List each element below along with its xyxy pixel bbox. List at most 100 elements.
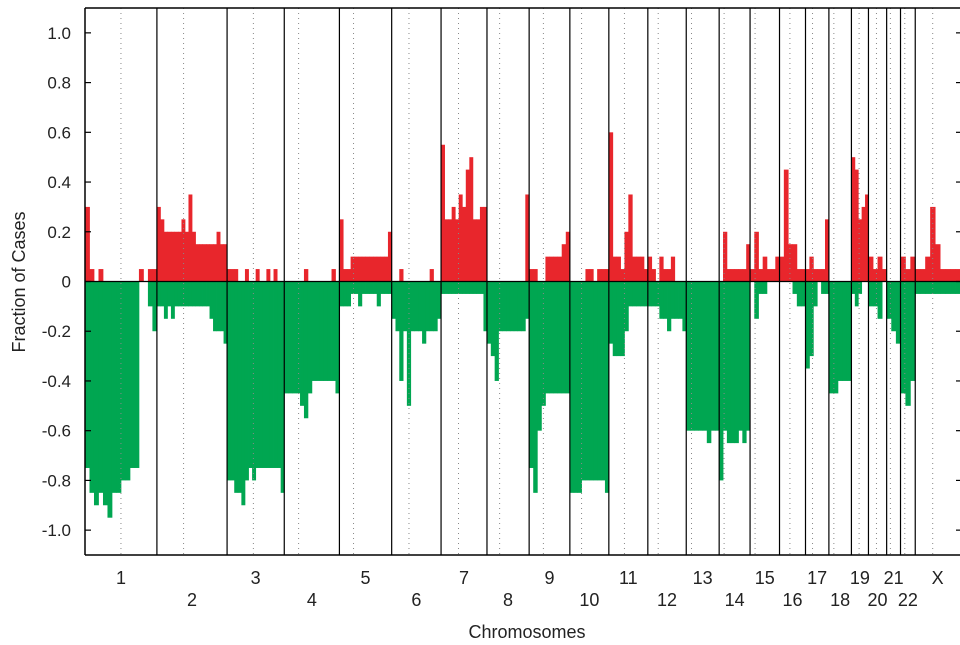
chr-label-20: 20 <box>868 590 888 610</box>
gain-bar-chrX-0 <box>915 269 921 282</box>
gain-bar-chr2-8 <box>184 231 189 282</box>
loss-bar-chr9-7 <box>557 281 563 394</box>
loss-bar-chr21-0 <box>886 281 892 319</box>
loss-bar-chr9-4 <box>545 281 550 394</box>
loss-bar-chr1-10 <box>129 281 135 468</box>
gain-bar-chr9-6 <box>553 256 559 282</box>
gain-bar-chr16-5 <box>801 269 806 282</box>
loss-bar-chr5-9 <box>373 281 378 294</box>
gain-bar-chr3-0 <box>227 269 232 282</box>
chr-label-17: 17 <box>807 568 827 588</box>
loss-bar-chr13-3 <box>698 281 704 431</box>
loss-bar-chr17-5 <box>825 281 830 294</box>
loss-bar-chr3-15 <box>280 281 285 493</box>
loss-bar-chr5-2 <box>346 281 352 307</box>
gain-bar-chr1-12 <box>138 269 144 282</box>
gain-bar-chr16-0 <box>779 256 785 282</box>
loss-bar-chr17-4 <box>821 281 826 294</box>
gain-bar-chr19-4 <box>865 194 869 282</box>
loss-bar-chr20-2 <box>877 281 883 319</box>
loss-bar-chr3-14 <box>277 281 282 468</box>
loss-bar-chr5-12 <box>384 281 389 294</box>
loss-bar-chr4-9 <box>319 281 325 381</box>
gain-bar-chr17-5 <box>825 219 830 282</box>
loss-bar-chr12-4 <box>663 281 668 319</box>
loss-bar-chr4-4 <box>300 281 305 406</box>
loss-bar-chr20-1 <box>873 281 878 307</box>
loss-bar-chr11-1 <box>612 281 618 357</box>
gain-bar-chr7-4 <box>455 219 460 282</box>
gain-bar-chr7-10 <box>476 219 481 282</box>
loss-bar-chr7-11 <box>479 281 484 294</box>
loss-bar-chr13-7 <box>715 281 720 431</box>
chr-label-3: 3 <box>251 568 261 588</box>
loss-bar-chrX-6 <box>945 281 951 294</box>
loss-bar-chr18-2 <box>837 281 843 381</box>
loss-bar-chr2-19 <box>223 281 228 344</box>
loss-bar-chr6-1 <box>395 281 400 332</box>
axis-layer: 12345678910111213141516171819202122X1.00… <box>42 7 960 610</box>
gain-bar-chr16-1 <box>783 169 789 282</box>
chr-label-6: 6 <box>411 590 421 610</box>
loss-bar-chr3-13 <box>273 281 278 468</box>
chr-label-16: 16 <box>782 590 802 610</box>
loss-bar-chr8-4 <box>502 281 507 332</box>
gain-bar-chr3-1 <box>230 269 235 282</box>
gain-bar-chr2-0 <box>156 206 161 282</box>
loss-bar-chr8-0 <box>486 281 492 344</box>
loss-bar-chr10-8 <box>601 281 606 481</box>
gain-bar-chr15-5 <box>771 269 776 282</box>
loss-bar-chr4-3 <box>296 281 301 394</box>
loss-bar-chr10-1 <box>573 281 579 493</box>
loss-bar-chr5-0 <box>339 281 344 307</box>
loss-bar-chr6-7 <box>418 281 423 332</box>
gain-bar-chr12-0 <box>647 256 653 282</box>
loss-bar-chr9-8 <box>561 281 567 394</box>
loss-bar-chr7-9 <box>472 281 477 294</box>
loss-bar-chr10-0 <box>569 281 575 493</box>
loss-bar-chr22-0 <box>900 281 906 394</box>
loss-bar-chr13-4 <box>702 281 708 431</box>
gain-bar-chr5-3 <box>350 256 355 282</box>
loss-bar-chr4-10 <box>323 281 328 381</box>
chr-label-11: 11 <box>619 568 638 588</box>
gain-bar-chr8-10 <box>525 194 530 282</box>
loss-bar-chrX-5 <box>940 281 946 294</box>
gain-bar-chr11-7 <box>636 256 641 282</box>
gain-bar-chr16-2 <box>788 244 793 282</box>
loss-bar-chr6-9 <box>425 281 431 332</box>
loss-bar-chr2-5 <box>174 281 179 307</box>
loss-bar-chr3-7 <box>252 281 257 481</box>
gain-bar-chr9-4 <box>545 256 550 282</box>
loss-bar-chr9-9 <box>565 281 571 394</box>
gain-bar-chr11-1 <box>612 256 618 282</box>
loss-bar-chr5-7 <box>365 281 370 294</box>
loss-bar-chr12-0 <box>647 281 653 307</box>
gain-bar-chr2-13 <box>202 244 207 282</box>
gain-bar-chr11-9 <box>643 269 649 282</box>
gain-bar-chr5-10 <box>376 256 381 282</box>
loss-bar-chr3-6 <box>248 281 253 468</box>
loss-bar-chr18-0 <box>828 281 834 394</box>
chr-label-14: 14 <box>725 590 745 610</box>
loss-bar-chr21-1 <box>891 281 897 332</box>
gain-bar-chr14-7 <box>746 244 751 282</box>
loss-bar-chr4-0 <box>284 281 289 394</box>
y-tick-label-9: -0.8 <box>42 471 71 490</box>
gain-bar-chr19-0 <box>851 157 856 282</box>
gain-bar-chr5-8 <box>369 256 374 282</box>
gain-bar-chr14-4 <box>734 269 739 282</box>
gain-bar-chr6-2 <box>399 269 404 282</box>
gain-bar-chr9-7 <box>557 256 563 282</box>
loss-bar-chrX-8 <box>955 281 960 294</box>
gain-bar-chr22-2 <box>910 256 916 282</box>
gain-bar-chr2-14 <box>206 244 210 282</box>
gain-bar-chr5-7 <box>365 256 370 282</box>
gain-bar-chrX-6 <box>945 269 951 282</box>
loss-bar-chr10-7 <box>597 281 602 481</box>
loss-bar-chr2-8 <box>184 281 189 307</box>
gain-bar-chr14-2 <box>726 269 732 282</box>
gain-bar-chr19-3 <box>861 206 866 282</box>
gain-bar-chr10-9 <box>604 269 610 282</box>
